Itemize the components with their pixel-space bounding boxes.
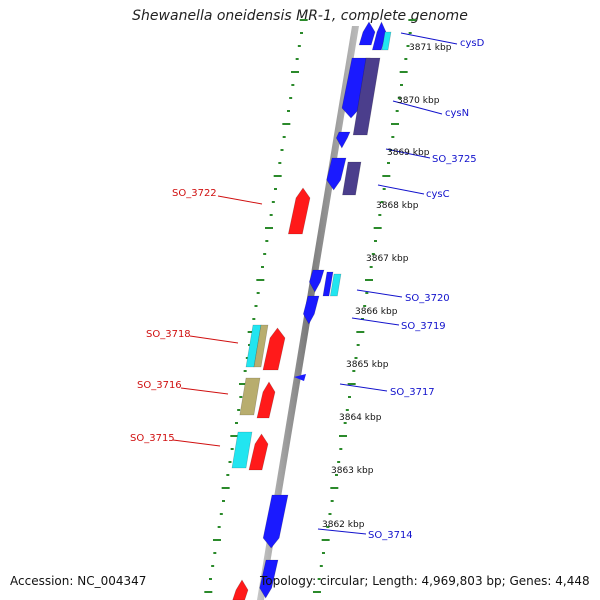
gene-label-so-3716[interactable]: SO_3716 — [137, 380, 182, 391]
gene-feature[interactable] — [239, 377, 261, 416]
gene-label-cysc[interactable]: cysC — [426, 189, 450, 200]
gene-feature[interactable] — [371, 21, 387, 51]
callout-line — [217, 195, 263, 205]
gene-feature[interactable] — [352, 57, 381, 136]
gene-feature[interactable] — [231, 431, 253, 469]
map-title: Shewanella oneidensis MR-1, complete gen… — [132, 8, 468, 24]
gene-feature[interactable] — [309, 269, 325, 293]
gene-label-so-3719[interactable]: SO_3719 — [401, 321, 446, 332]
gene-label-lines: cysD cysN SO_3725 cysC SO_3720 SO_3719 SO_3717… — [130, 32, 485, 541]
gene-label-so-3715[interactable]: SO_3715 — [130, 433, 175, 444]
callout-line — [377, 184, 425, 195]
kbp-label: 3868 kbp — [376, 201, 419, 211]
gene-label-so-3722[interactable]: SO_3722 — [172, 188, 217, 199]
gene-feature[interactable] — [262, 494, 289, 549]
kbp-labels: 3871 kbp 3870 kbp 3869 kbp 3868 kbp 3867 kbp… — [322, 43, 452, 530]
callout-line — [339, 383, 388, 392]
callout-line — [189, 335, 239, 344]
kbp-label: 3871 kbp — [409, 43, 452, 53]
gene-feature[interactable] — [381, 31, 392, 51]
gene-label-so-3717[interactable]: SO_3717 — [390, 387, 435, 398]
kbp-label: 3862 kbp — [322, 520, 365, 530]
accession-text: Accession: NC_004347 — [10, 574, 147, 588]
callout-line — [172, 439, 221, 447]
kbp-label: 3870 kbp — [397, 96, 440, 106]
gene-label-cysn[interactable]: cysN — [445, 108, 469, 119]
gene-marker-small[interactable] — [294, 374, 306, 381]
gene-feature[interactable] — [248, 433, 269, 471]
callout-line — [180, 387, 229, 395]
kbp-label: 3866 kbp — [355, 307, 398, 317]
gene-feature[interactable] — [256, 381, 276, 419]
gene-feature[interactable] — [232, 579, 249, 600]
kbp-label: 3867 kbp — [366, 254, 409, 264]
gene-feature[interactable] — [287, 187, 311, 235]
gene-feature[interactable] — [253, 324, 269, 368]
gene-feature[interactable] — [259, 559, 279, 599]
gene-label-so-3718[interactable]: SO_3718 — [146, 329, 191, 340]
callout-line — [356, 289, 403, 298]
callout-line — [400, 32, 458, 45]
kbp-label: 3864 kbp — [339, 413, 382, 423]
gene-feature[interactable] — [303, 295, 320, 325]
gene-feature[interactable] — [326, 157, 347, 191]
callout-line — [392, 100, 443, 115]
gene-feature[interactable] — [335, 131, 351, 149]
kbp-label: 3869 kbp — [387, 148, 430, 158]
gene-label-so-3725[interactable]: SO_3725 — [432, 154, 477, 165]
callout-line — [317, 528, 367, 535]
gene-feature[interactable] — [342, 161, 362, 196]
genome-summary-text: Topology: circular; Length: 4,969,803 bp… — [260, 574, 590, 588]
gene-feature[interactable] — [322, 271, 334, 297]
kbp-label: 3863 kbp — [331, 466, 374, 476]
gene-feature[interactable] — [329, 273, 342, 297]
gene-feature[interactable] — [262, 327, 286, 371]
kbp-label: 3865 kbp — [346, 360, 389, 370]
gene-label-cysd[interactable]: cysD — [460, 38, 485, 49]
gene-label-so-3720[interactable]: SO_3720 — [405, 293, 450, 304]
gene-features — [231, 21, 392, 600]
callout-line — [351, 317, 400, 326]
callout-line — [385, 148, 431, 159]
gene-feature[interactable] — [358, 21, 376, 46]
gene-label-so-3714[interactable]: SO_3714 — [368, 530, 413, 541]
